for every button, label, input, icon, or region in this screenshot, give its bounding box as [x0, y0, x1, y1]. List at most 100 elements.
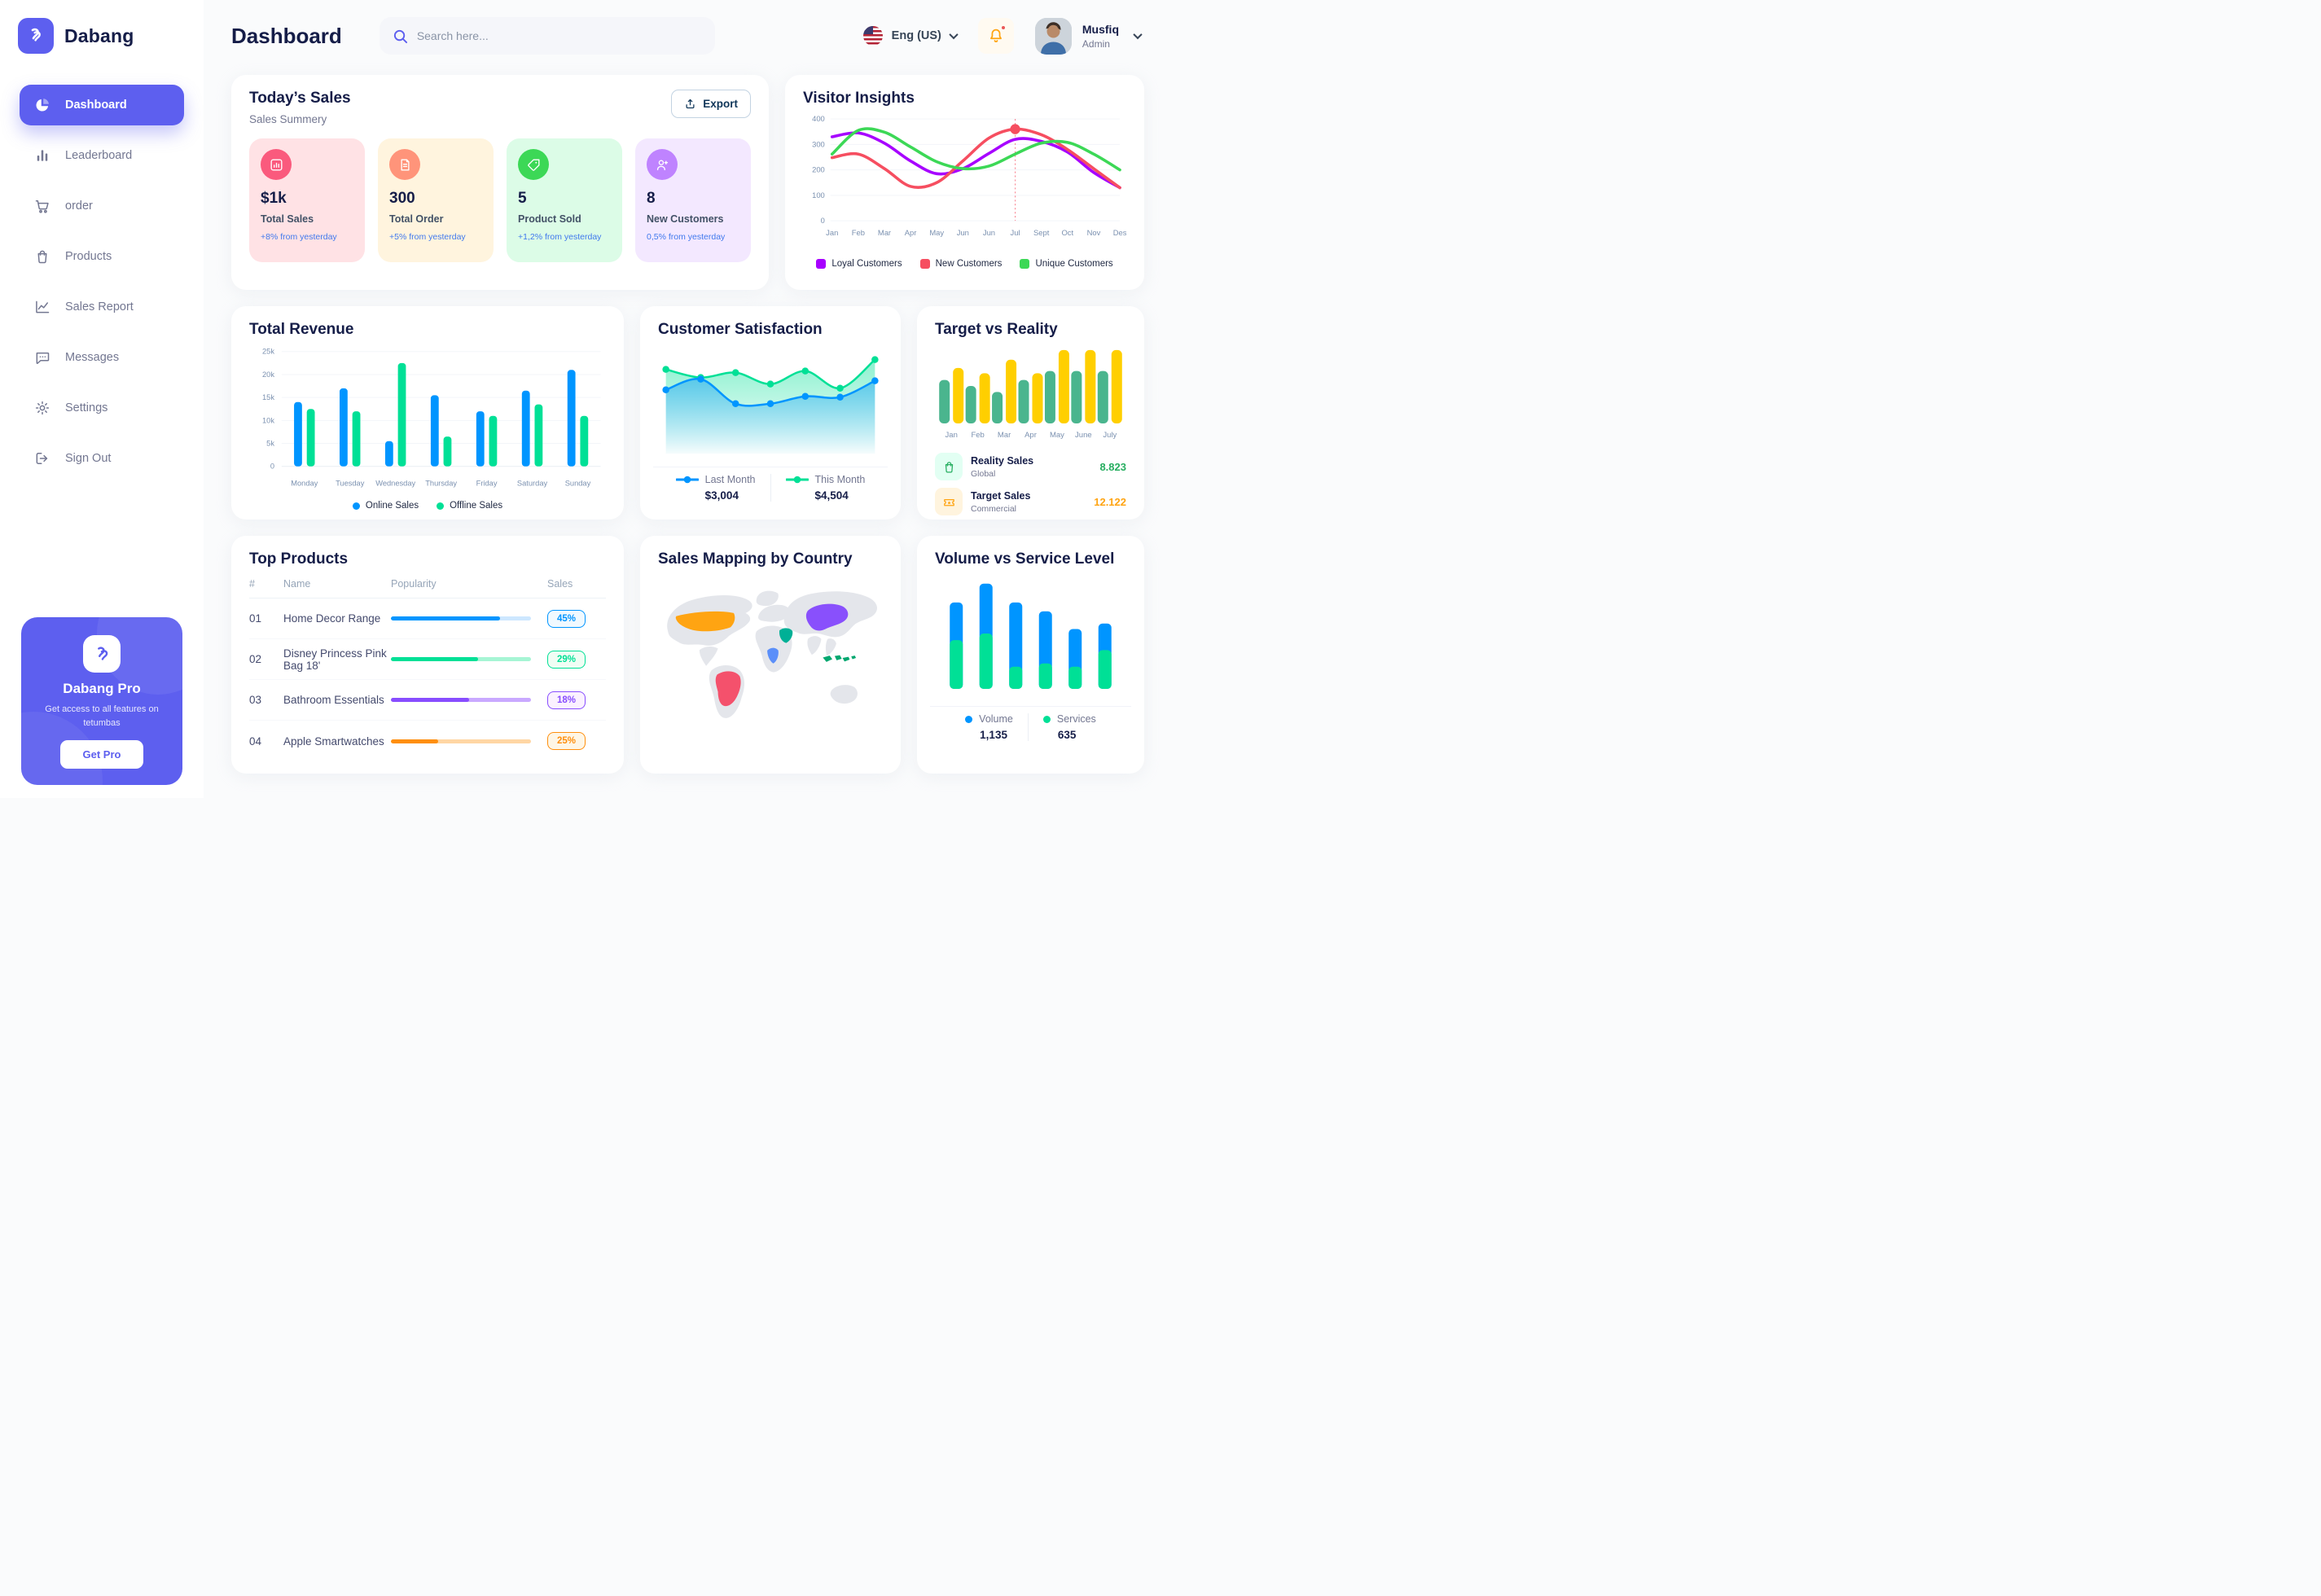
product-name: Disney Princess Pink Bag 18': [283, 647, 387, 672]
country-united-states[interactable]: [675, 611, 735, 632]
svg-text:25k: 25k: [262, 348, 274, 356]
legend-group-services: Services 635: [1042, 713, 1096, 741]
language-selector[interactable]: Eng (US): [862, 26, 959, 46]
legend-value: $3,004: [704, 489, 739, 502]
legend-row-target-sales: Target Sales Commercial 12.122: [935, 488, 1126, 515]
mini-bar-chart-icon: [261, 149, 292, 180]
ticket-icon: [935, 488, 963, 515]
svg-text:June: June: [1075, 431, 1092, 440]
brand-name: Dabang: [64, 24, 134, 46]
visitor-insights-title: Visitor Insights: [803, 90, 915, 107]
stat-card-product-sold: 5 Product Sold +1,2% from yesterday: [507, 138, 622, 262]
stat-delta: +5% from yesterday: [389, 232, 466, 242]
sidebar-item-order[interactable]: order: [20, 186, 184, 226]
legend-item-loyal-customers: Loyal Customers: [816, 259, 902, 269]
total-revenue-chart: 0 5k 10k 15k 20k 25k Monday Tuesday Wednesday Thu…: [262, 348, 601, 487]
sidebar-item-dashboard[interactable]: Dashboard: [20, 85, 184, 125]
target-vs-reality-chart: Jan Feb Mar Apr May June July: [939, 349, 1122, 440]
stat-delta: +8% from yesterday: [261, 232, 337, 242]
product-rank: 03: [249, 694, 262, 706]
search-input[interactable]: [416, 29, 702, 42]
volume-service-legend: Volume 1,135 Services 635: [935, 713, 1126, 741]
svg-text:Nov: Nov: [1087, 228, 1101, 237]
svg-text:Jun: Jun: [983, 228, 995, 237]
svg-text:400: 400: [812, 114, 825, 123]
user-name: Musfiq: [1082, 22, 1119, 36]
sidebar-item-sales-report[interactable]: Sales Report: [20, 287, 184, 327]
bar-chart-icon: [33, 147, 51, 164]
page-title: Dashboard: [231, 23, 342, 48]
target-vs-reality-legend: Reality Sales Global 8.823 Target Sales Comm…: [935, 453, 1126, 515]
sidebar-item-sign-out[interactable]: Sign Out: [20, 438, 184, 479]
legend-value: 1,135: [980, 729, 1007, 741]
pro-card-subtitle: Get access to all features on tetumbas: [45, 704, 159, 728]
export-button[interactable]: Export: [671, 90, 751, 118]
search-bar: [379, 17, 715, 55]
country-indonesia[interactable]: [823, 655, 857, 662]
sidebar-item-messages[interactable]: Messages: [20, 337, 184, 378]
todays-sales-subtitle: Sales Summery: [249, 113, 327, 125]
sidebar-item-label: Settings: [65, 401, 108, 414]
top-products-table: 01 Home Decor Range 45% 02 Disney Princess P…: [249, 598, 606, 761]
legend-swatch: [352, 502, 360, 510]
sales-mapping-card: Sales Mapping by Country: [640, 536, 901, 774]
dashboard-content: Today’s Sales Sales Summery Export $1k To…: [204, 72, 1160, 788]
stat-label: Total Order: [389, 213, 444, 225]
country-china[interactable]: [805, 603, 849, 631]
legend-item-offline-sales: Offline Sales: [437, 501, 502, 511]
svg-text:Monday: Monday: [291, 479, 318, 487]
sidebar-menu: Dashboard Leaderboard order Products Sales R…: [0, 85, 204, 479]
legend-value: 8.823: [1099, 460, 1126, 473]
country-saudi-arabia[interactable]: [779, 628, 793, 643]
legend-group-volume: Volume 1,135: [965, 713, 1013, 741]
svg-text:Sept: Sept: [1033, 228, 1050, 237]
sidebar-item-label: Sign Out: [65, 452, 112, 465]
svg-text:Sunday: Sunday: [565, 479, 591, 487]
pro-card-title: Dabang Pro: [63, 681, 141, 696]
legend-item-unique-customers: Unique Customers: [1020, 259, 1113, 269]
user-plus-icon: [647, 149, 678, 180]
language-label: Eng (US): [891, 29, 941, 42]
volume-service-chart: [950, 583, 1112, 689]
stat-delta: +1,2% from yesterday: [518, 232, 602, 242]
legend-row-reality-sales: Reality Sales Global 8.823: [935, 453, 1126, 480]
sidebar-item-leaderboard[interactable]: Leaderboard: [20, 135, 184, 176]
svg-text:100: 100: [812, 191, 825, 200]
todays-sales-title: Today’s Sales: [249, 90, 351, 107]
legend-swatch: [1020, 259, 1030, 269]
svg-text:0: 0: [270, 463, 274, 471]
stat-card-new-customers: 8 New Customers 0,5% from yesterday: [635, 138, 751, 262]
product-row-disney-princess-pink-bag-18-: 02 Disney Princess Pink Bag 18' 29%: [249, 639, 606, 680]
sidebar: Dabang Dashboard Leaderboard order Products…: [0, 0, 204, 798]
profile-menu[interactable]: Musfiq Admin: [1034, 17, 1143, 55]
pie-chart-icon: [33, 96, 51, 114]
get-pro-button[interactable]: Get Pro: [59, 740, 144, 769]
cart-icon: [33, 197, 51, 215]
legend-item-online-sales: Online Sales: [352, 501, 419, 511]
order-doc-icon: [389, 149, 420, 180]
legend-swatch: [919, 259, 930, 269]
popularity-bar: [391, 657, 531, 661]
top-products-header: # Name Popularity Sales: [249, 578, 606, 598]
us-flag-icon: [862, 26, 883, 46]
pro-upgrade-card: Dabang Pro Get access to all features on…: [21, 617, 182, 785]
country-brazil[interactable]: [715, 671, 741, 707]
customer-satisfaction-chart: [662, 356, 879, 454]
dabang-logo-icon: [18, 18, 54, 54]
sign-out-icon: [33, 449, 51, 467]
shopping-bag-icon: [935, 453, 963, 480]
message-icon: [33, 349, 51, 366]
legend-swatch: [437, 502, 445, 510]
sidebar-item-settings[interactable]: Settings: [20, 388, 184, 428]
sidebar-item-label: order: [65, 200, 93, 213]
svg-text:5k: 5k: [266, 439, 274, 447]
svg-text:Apr: Apr: [905, 228, 917, 237]
bell-icon: [989, 28, 1002, 42]
svg-text:Jun: Jun: [957, 228, 969, 237]
notifications-button[interactable]: [977, 18, 1014, 54]
product-name: Bathroom Essentials: [283, 694, 384, 706]
country-dr-congo[interactable]: [767, 647, 779, 664]
sidebar-item-products[interactable]: Products: [20, 236, 184, 277]
svg-text:Thursday: Thursday: [425, 479, 457, 487]
svg-text:0: 0: [821, 216, 825, 225]
